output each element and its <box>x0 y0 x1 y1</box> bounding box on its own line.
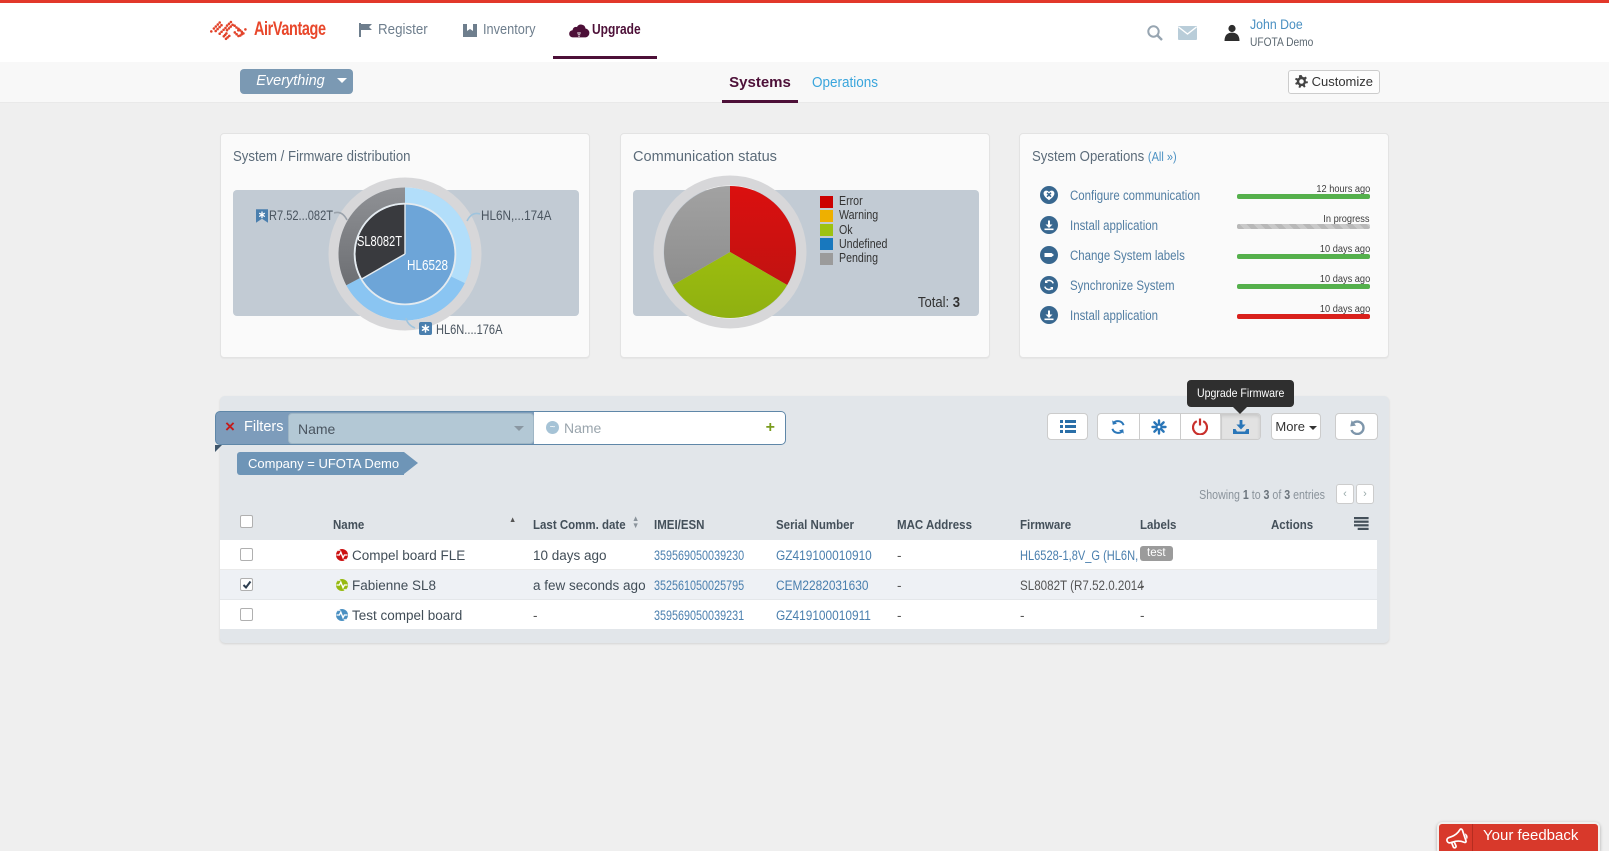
svg-text:SL8082T: SL8082T <box>357 233 402 250</box>
svg-text:HL6528: HL6528 <box>407 257 448 274</box>
